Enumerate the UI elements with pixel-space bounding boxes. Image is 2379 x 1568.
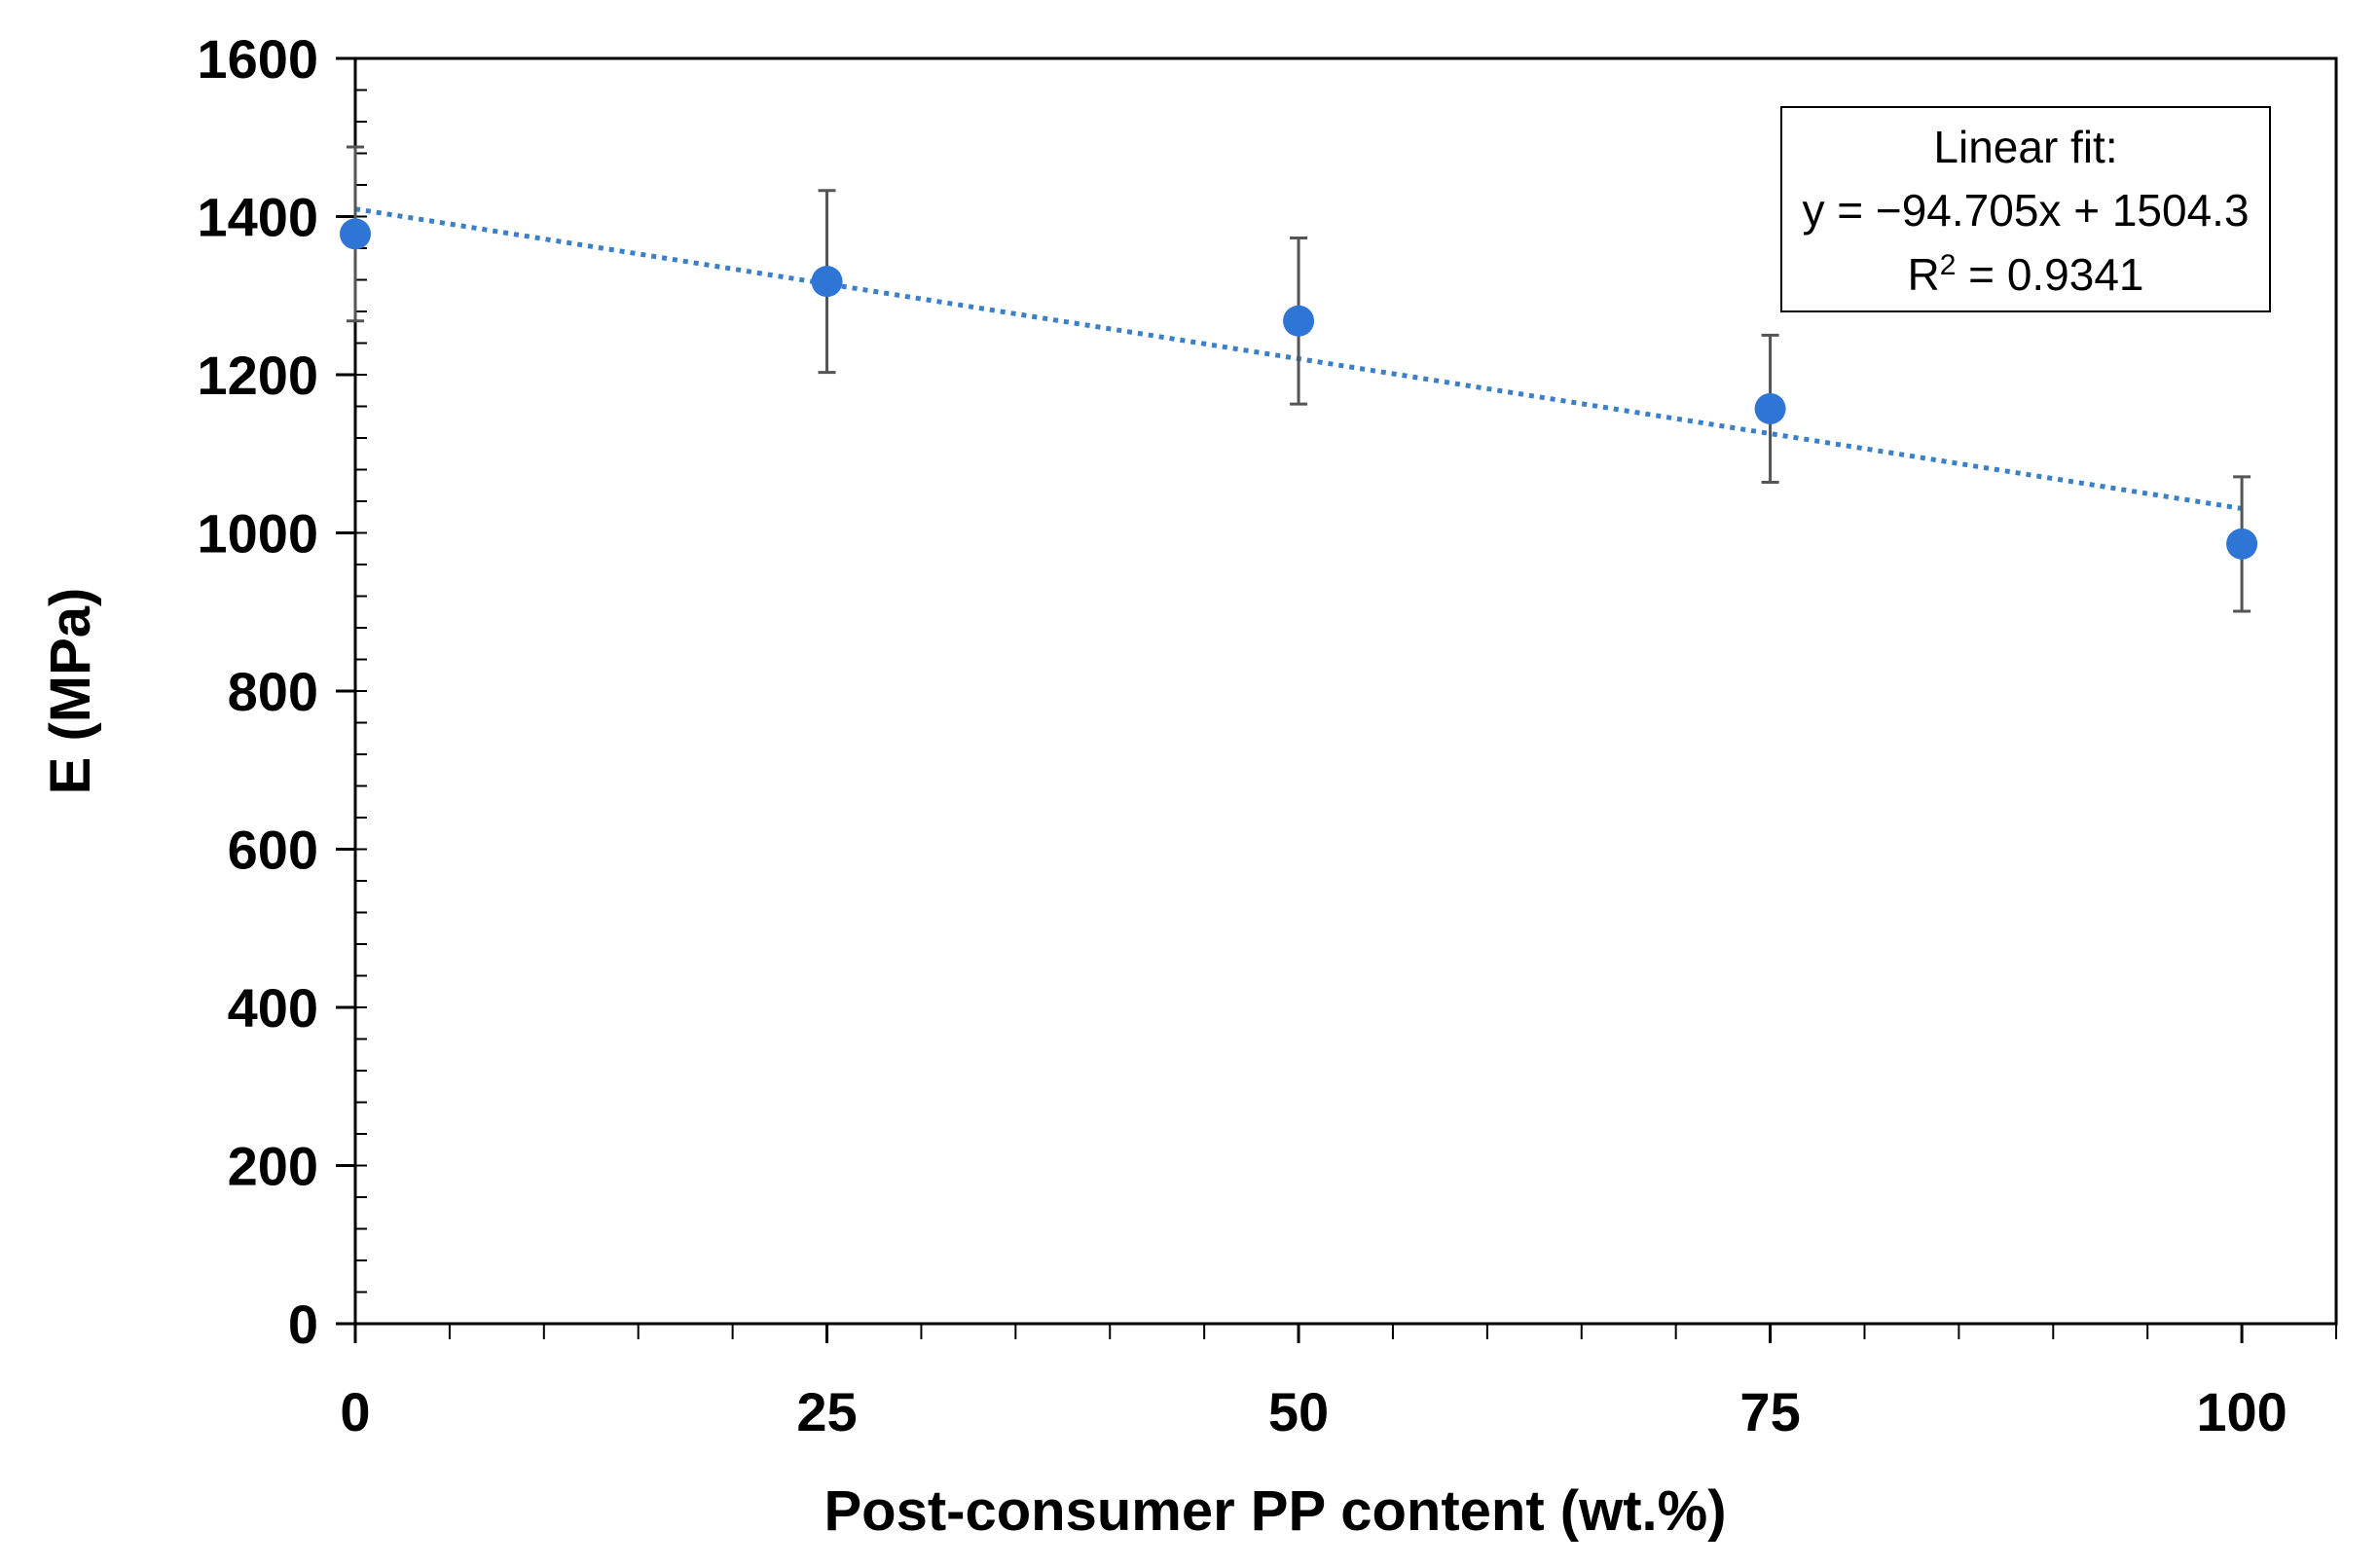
- fit-annotation: Linear fit: y = −94.705x + 1504.3 R2 = 0…: [1780, 106, 2271, 312]
- data-markers: [340, 218, 2258, 560]
- fit-title: Linear fit:: [1933, 122, 2117, 172]
- major-ticks: [336, 56, 2244, 1343]
- data-point: [811, 266, 843, 298]
- x-tick-label: 100: [2196, 1381, 2287, 1442]
- r2-superscript: 2: [1940, 249, 1957, 281]
- fit-equation: y = −94.705x + 1504.3: [1802, 185, 2249, 236]
- y-tick-label: 1400: [197, 187, 318, 248]
- fit-r-squared: R2 = 0.9341: [1907, 249, 2143, 300]
- y-axis-title: E (MPa): [39, 588, 102, 795]
- x-tick-label: 0: [340, 1381, 370, 1442]
- y-tick-label: 200: [228, 1136, 318, 1197]
- tick-labels: 0 200 400 600 800 1000 1200 1400 1600 0 25 50 75 100: [197, 28, 2287, 1442]
- x-tick-label: 25: [796, 1381, 857, 1442]
- y-tick-label: 0: [288, 1294, 318, 1355]
- data-point: [1754, 392, 1786, 424]
- y-tick-label: 800: [228, 661, 318, 722]
- data-point: [2226, 528, 2258, 560]
- r2-label: R: [1907, 249, 1939, 300]
- x-tick-label: 50: [1268, 1381, 1329, 1442]
- fit-annotation-box: [1780, 106, 2271, 312]
- minor-ticks: [354, 57, 2337, 1339]
- y-tick-label: 1200: [197, 345, 318, 406]
- y-tick-label: 400: [228, 977, 318, 1039]
- data-point: [340, 218, 371, 250]
- r2-value: = 0.9341: [1956, 249, 2143, 300]
- y-tick-label: 1600: [197, 28, 318, 90]
- y-tick-label: 1000: [197, 503, 318, 565]
- y-tick-label: 600: [228, 820, 318, 881]
- x-tick-label: 75: [1739, 1381, 1800, 1442]
- x-axis-title: Post-consumer PP content (wt.%): [824, 1479, 1726, 1543]
- data-point: [1283, 305, 1315, 337]
